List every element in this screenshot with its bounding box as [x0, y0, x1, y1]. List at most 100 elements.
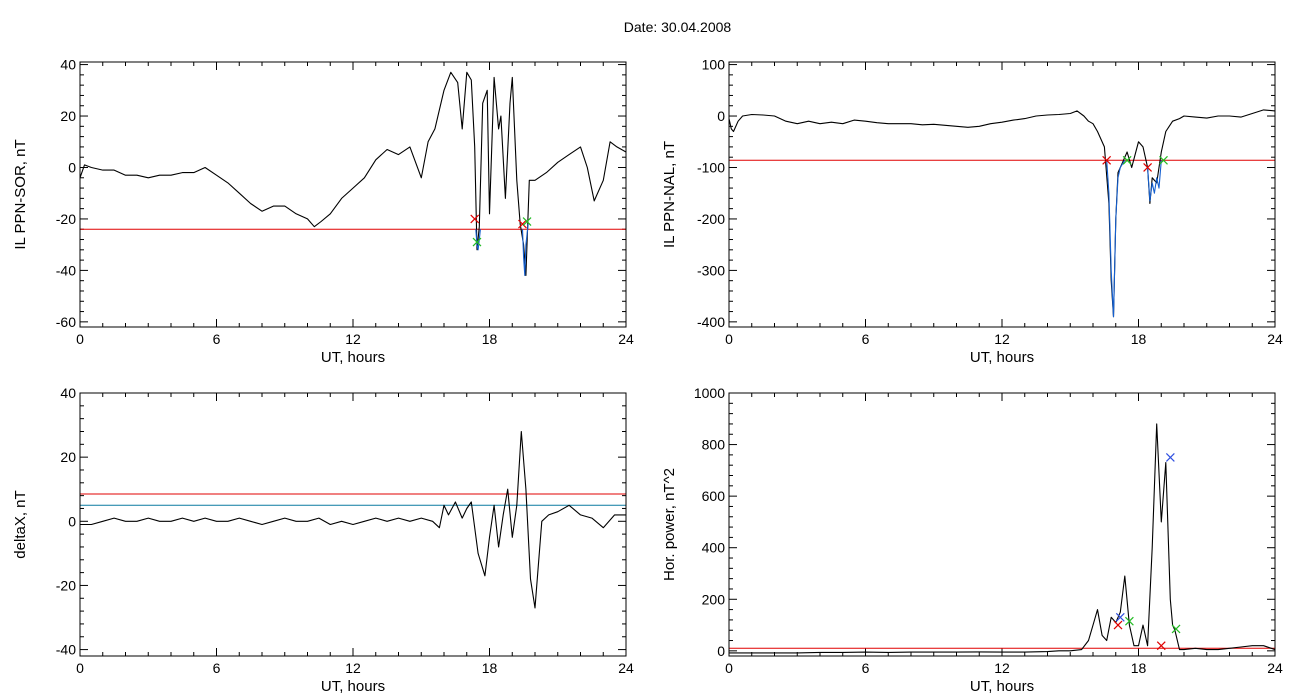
x-tick-label: 18 — [482, 331, 498, 347]
y-tick-label: 400 — [702, 540, 726, 556]
y-tick-label: 600 — [702, 488, 726, 504]
x-tick-label: 24 — [618, 660, 634, 676]
marker-stroke — [1113, 620, 1123, 630]
series-line-1 — [729, 423, 1275, 654]
x-axis-label: UT, hours — [321, 349, 385, 366]
plot-area — [729, 423, 1275, 654]
x-tick-label: 0 — [725, 660, 733, 676]
y-axis-label: IL PPN-NAL, nT — [661, 141, 678, 248]
x-tick-label: 0 — [725, 331, 733, 347]
y-axis-label: IL PPN-SOR, nT — [12, 139, 29, 249]
plot-area — [80, 71, 626, 277]
y-tick-label: -20 — [56, 211, 76, 227]
plot-frame — [79, 61, 627, 328]
y-tick-label: -20 — [56, 577, 76, 593]
y-tick-label: -40 — [56, 262, 76, 278]
marker-red — [1113, 620, 1123, 630]
y-tick-label: 200 — [702, 591, 726, 607]
marker-red — [1156, 641, 1166, 651]
y-tick-label: 100 — [702, 57, 726, 73]
y-tick-label: 1000 — [694, 385, 725, 401]
marker-green — [522, 217, 532, 226]
plot-frame — [79, 392, 627, 657]
y-tick-label: -100 — [697, 159, 725, 175]
marker-stroke — [522, 217, 532, 226]
marker-stroke — [472, 237, 482, 247]
x-tick-label: 18 — [1131, 331, 1147, 347]
y-tick-label: -60 — [56, 314, 76, 330]
series-line-3 — [521, 224, 529, 277]
page-title: Date: 30.04.2008 — [623, 19, 732, 35]
x-tick-label: 6 — [862, 660, 870, 676]
marker-stroke — [1156, 641, 1166, 651]
x-tick-label: 12 — [994, 660, 1010, 676]
x-tick-label: 24 — [618, 331, 634, 347]
marker-stroke — [1122, 155, 1132, 165]
y-tick-label: 40 — [60, 385, 76, 401]
marker-stroke — [1143, 163, 1153, 172]
y-tick-label: -300 — [697, 262, 725, 278]
series-line-3 — [1147, 160, 1162, 202]
x-tick-label: 0 — [76, 331, 84, 347]
x-axis-label: UT, hours — [970, 349, 1034, 366]
marker-stroke — [518, 219, 527, 229]
y-tick-label: -40 — [56, 642, 76, 658]
y-tick-label: 0 — [717, 643, 725, 659]
plot-area — [80, 430, 626, 609]
marker-green — [1122, 155, 1132, 165]
x-tick-label: 6 — [862, 331, 870, 347]
x-tick-label: 0 — [76, 660, 84, 676]
marker-stroke — [1171, 624, 1181, 634]
y-tick-label: 20 — [60, 108, 76, 124]
marker-stroke — [470, 214, 480, 224]
chart-panel-4: 0 6 12 18 24 0 200 400 600 800 1000 UT, hours Hor. p… — [661, 385, 1283, 695]
marker-stroke — [1165, 453, 1175, 462]
x-axis-label: UT, hours — [321, 678, 385, 695]
y-tick-label: 40 — [60, 57, 76, 73]
chart-panel-2: 0 6 12 18 24 -400 -300 -200 -100 0 100 UT, hours IL … — [661, 57, 1283, 366]
marker-red — [518, 219, 527, 229]
x-axis-label: UT, hours — [970, 678, 1034, 695]
x-tick-label: 12 — [345, 660, 361, 676]
series-line-2 — [475, 229, 481, 251]
y-axis-label: Hor. power, nT^2 — [661, 468, 678, 581]
x-tick-label: 24 — [1267, 660, 1283, 676]
marker-green — [472, 237, 482, 247]
marker-stroke — [1102, 155, 1112, 165]
marker-red — [470, 214, 480, 224]
plot-frame — [728, 392, 1276, 657]
x-tick-label: 6 — [213, 660, 221, 676]
plot-area — [729, 109, 1275, 318]
marker-blue — [1115, 612, 1125, 622]
x-tick-label: 6 — [213, 331, 221, 347]
marker-stroke — [1115, 612, 1125, 622]
y-tick-label: 800 — [702, 437, 726, 453]
chart-panel-3: 0 6 12 18 24 -40 -20 0 20 40 UT, hours deltaX, nT — [12, 385, 634, 695]
series-line-1 — [80, 430, 626, 609]
y-tick-label: -200 — [697, 211, 725, 227]
marker-red — [1102, 155, 1112, 165]
marker-green — [1171, 624, 1181, 634]
marker-blue — [1165, 453, 1175, 462]
y-tick-label: 0 — [717, 108, 725, 124]
x-tick-label: 12 — [345, 331, 361, 347]
plot-frame — [728, 61, 1276, 328]
marker-green — [1124, 616, 1134, 626]
x-tick-label: 18 — [482, 660, 498, 676]
series-line-1 — [729, 109, 1275, 318]
x-tick-label: 24 — [1267, 331, 1283, 347]
y-tick-label: 0 — [68, 159, 76, 175]
marker-red — [1143, 163, 1153, 172]
x-tick-label: 18 — [1131, 660, 1147, 676]
y-tick-label: 20 — [60, 449, 76, 465]
y-tick-label: -400 — [697, 314, 725, 330]
chart-panel-1: 0 6 12 18 24 -60 -40 -20 0 20 40 UT, hours IL PPN-SO… — [12, 57, 634, 366]
marker-stroke — [1159, 155, 1168, 165]
y-axis-label: deltaX, nT — [12, 490, 29, 558]
series-line-2 — [1106, 160, 1126, 318]
marker-green — [1159, 155, 1168, 165]
y-tick-label: 0 — [68, 513, 76, 529]
series-line-1 — [80, 71, 626, 277]
x-tick-label: 12 — [994, 331, 1010, 347]
